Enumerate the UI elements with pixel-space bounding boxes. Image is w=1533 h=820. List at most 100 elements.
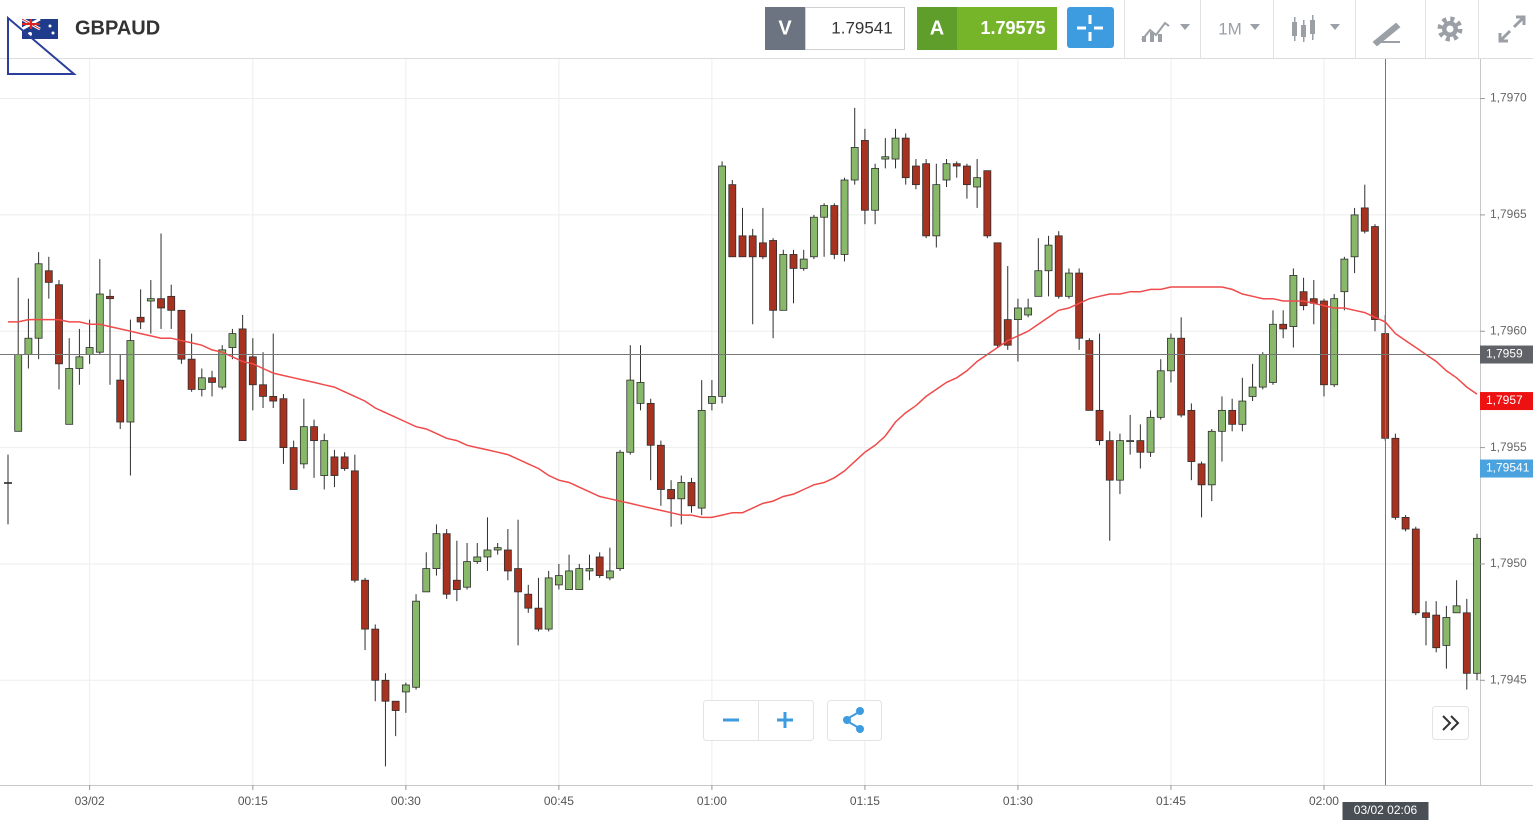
- candle-body: [1360, 207, 1369, 232]
- candle-body: [1371, 226, 1379, 321]
- candle-body: [973, 177, 982, 188]
- candle-body: [718, 165, 726, 397]
- candle-body: [452, 579, 461, 590]
- candle-body: [1350, 214, 1359, 258]
- x-tick-label: 00:30: [391, 794, 421, 808]
- moving-average-line: [8, 286, 1478, 519]
- candle-body: [177, 309, 186, 360]
- candle-body: [483, 549, 492, 558]
- candle-body: [810, 216, 818, 258]
- share-button[interactable]: [827, 700, 882, 741]
- timeframe-button[interactable]: 1M: [1218, 19, 1260, 38]
- candle-body: [912, 165, 920, 186]
- candle-body: [963, 165, 971, 186]
- candle-body: [1054, 235, 1063, 297]
- candle-body: [871, 167, 880, 211]
- symbol: GBPAUD: [75, 17, 160, 39]
- x-tick-label: 01:45: [1156, 794, 1186, 808]
- candle-body: [14, 354, 23, 432]
- candle-body: [830, 205, 839, 255]
- candle-body: [840, 179, 849, 255]
- candle-body: [95, 293, 104, 353]
- price-marker-label: 1,7957: [1486, 393, 1523, 407]
- candle-body: [218, 349, 227, 388]
- candle-body: [34, 263, 43, 339]
- settings-button[interactable]: [1437, 16, 1463, 42]
- candle-body: [1279, 323, 1288, 330]
- candle-body: [524, 593, 533, 609]
- candle-body: [932, 184, 941, 237]
- candle-body: [157, 298, 165, 309]
- candle-body: [1228, 409, 1237, 425]
- candle-body: [881, 156, 890, 160]
- candle-body: [401, 684, 410, 693]
- candle-body: [891, 137, 900, 160]
- candle-body: [320, 440, 329, 476]
- candle-body: [616, 451, 624, 569]
- candle-body: [1075, 272, 1084, 339]
- candle-body: [942, 163, 951, 181]
- candle-body: [565, 570, 573, 590]
- candle-body: [503, 549, 512, 572]
- price-marker-label: 1,7959: [1486, 347, 1523, 361]
- candle-body: [1156, 370, 1165, 418]
- price-marker: [1480, 392, 1533, 411]
- candle-body: [534, 607, 543, 630]
- zoom-in-button[interactable]: [777, 712, 793, 728]
- x-tick-label: 02:00: [1309, 794, 1339, 808]
- x-tick-label: 00:15: [238, 794, 268, 808]
- candle-body: [779, 254, 788, 311]
- candle-body: [1003, 319, 1012, 346]
- candle-body: [1187, 409, 1196, 462]
- scroll-right-button[interactable]: [1432, 706, 1469, 740]
- candle-body: [1218, 409, 1226, 432]
- candle-body: [228, 333, 237, 348]
- candle-body: [85, 347, 94, 355]
- candle-body: [361, 579, 369, 630]
- drawing-button[interactable]: [1372, 22, 1401, 47]
- candle-body: [248, 356, 257, 386]
- candle-body: [1146, 416, 1155, 453]
- candle-body: [1452, 605, 1461, 614]
- price-marker: [1480, 459, 1533, 478]
- candle-body: [146, 298, 155, 302]
- candle-body: [667, 489, 675, 500]
- candle-body: [656, 444, 665, 490]
- candle-body: [24, 337, 33, 355]
- corner-marker: [7, 15, 77, 75]
- candle-body: [1299, 291, 1308, 307]
- ask-box[interactable]: A 1.79575: [917, 7, 1057, 50]
- candle-body: [197, 377, 206, 390]
- candle-body: [595, 556, 604, 576]
- candle-body: [1136, 440, 1145, 453]
- y-tick-label: 1,7965: [1490, 207, 1527, 221]
- crosshair-button[interactable]: [1067, 7, 1114, 48]
- bid-box[interactable]: V 1.79541: [765, 7, 905, 50]
- candle-body: [238, 328, 247, 442]
- candle-body: [1034, 270, 1043, 297]
- candle-body: [850, 147, 859, 181]
- candle-body: [126, 340, 135, 423]
- candle-body: [330, 456, 339, 476]
- candle-body: [1207, 430, 1216, 486]
- candle-body: [677, 482, 686, 500]
- candle-body: [432, 533, 441, 569]
- fullscreen-button[interactable]: [1498, 15, 1526, 43]
- candle-body: [289, 447, 298, 490]
- x-tick-label: 01:00: [697, 794, 727, 808]
- candle-body: [116, 379, 125, 423]
- candle-body: [1044, 244, 1053, 272]
- candle-body: [1095, 409, 1104, 442]
- candle-body: [983, 170, 992, 237]
- candle-body: [514, 568, 522, 593]
- crosshair-time-label: 03/02 02:06: [1354, 803, 1418, 817]
- candle-body: [371, 628, 380, 681]
- candle-body: [728, 184, 737, 258]
- candle-body: [952, 163, 961, 167]
- candle-style-button[interactable]: [1292, 15, 1340, 42]
- chart-type-button[interactable]: [1141, 21, 1190, 42]
- candle-body: [993, 242, 1002, 346]
- bid-value: 1.79541: [831, 18, 892, 37]
